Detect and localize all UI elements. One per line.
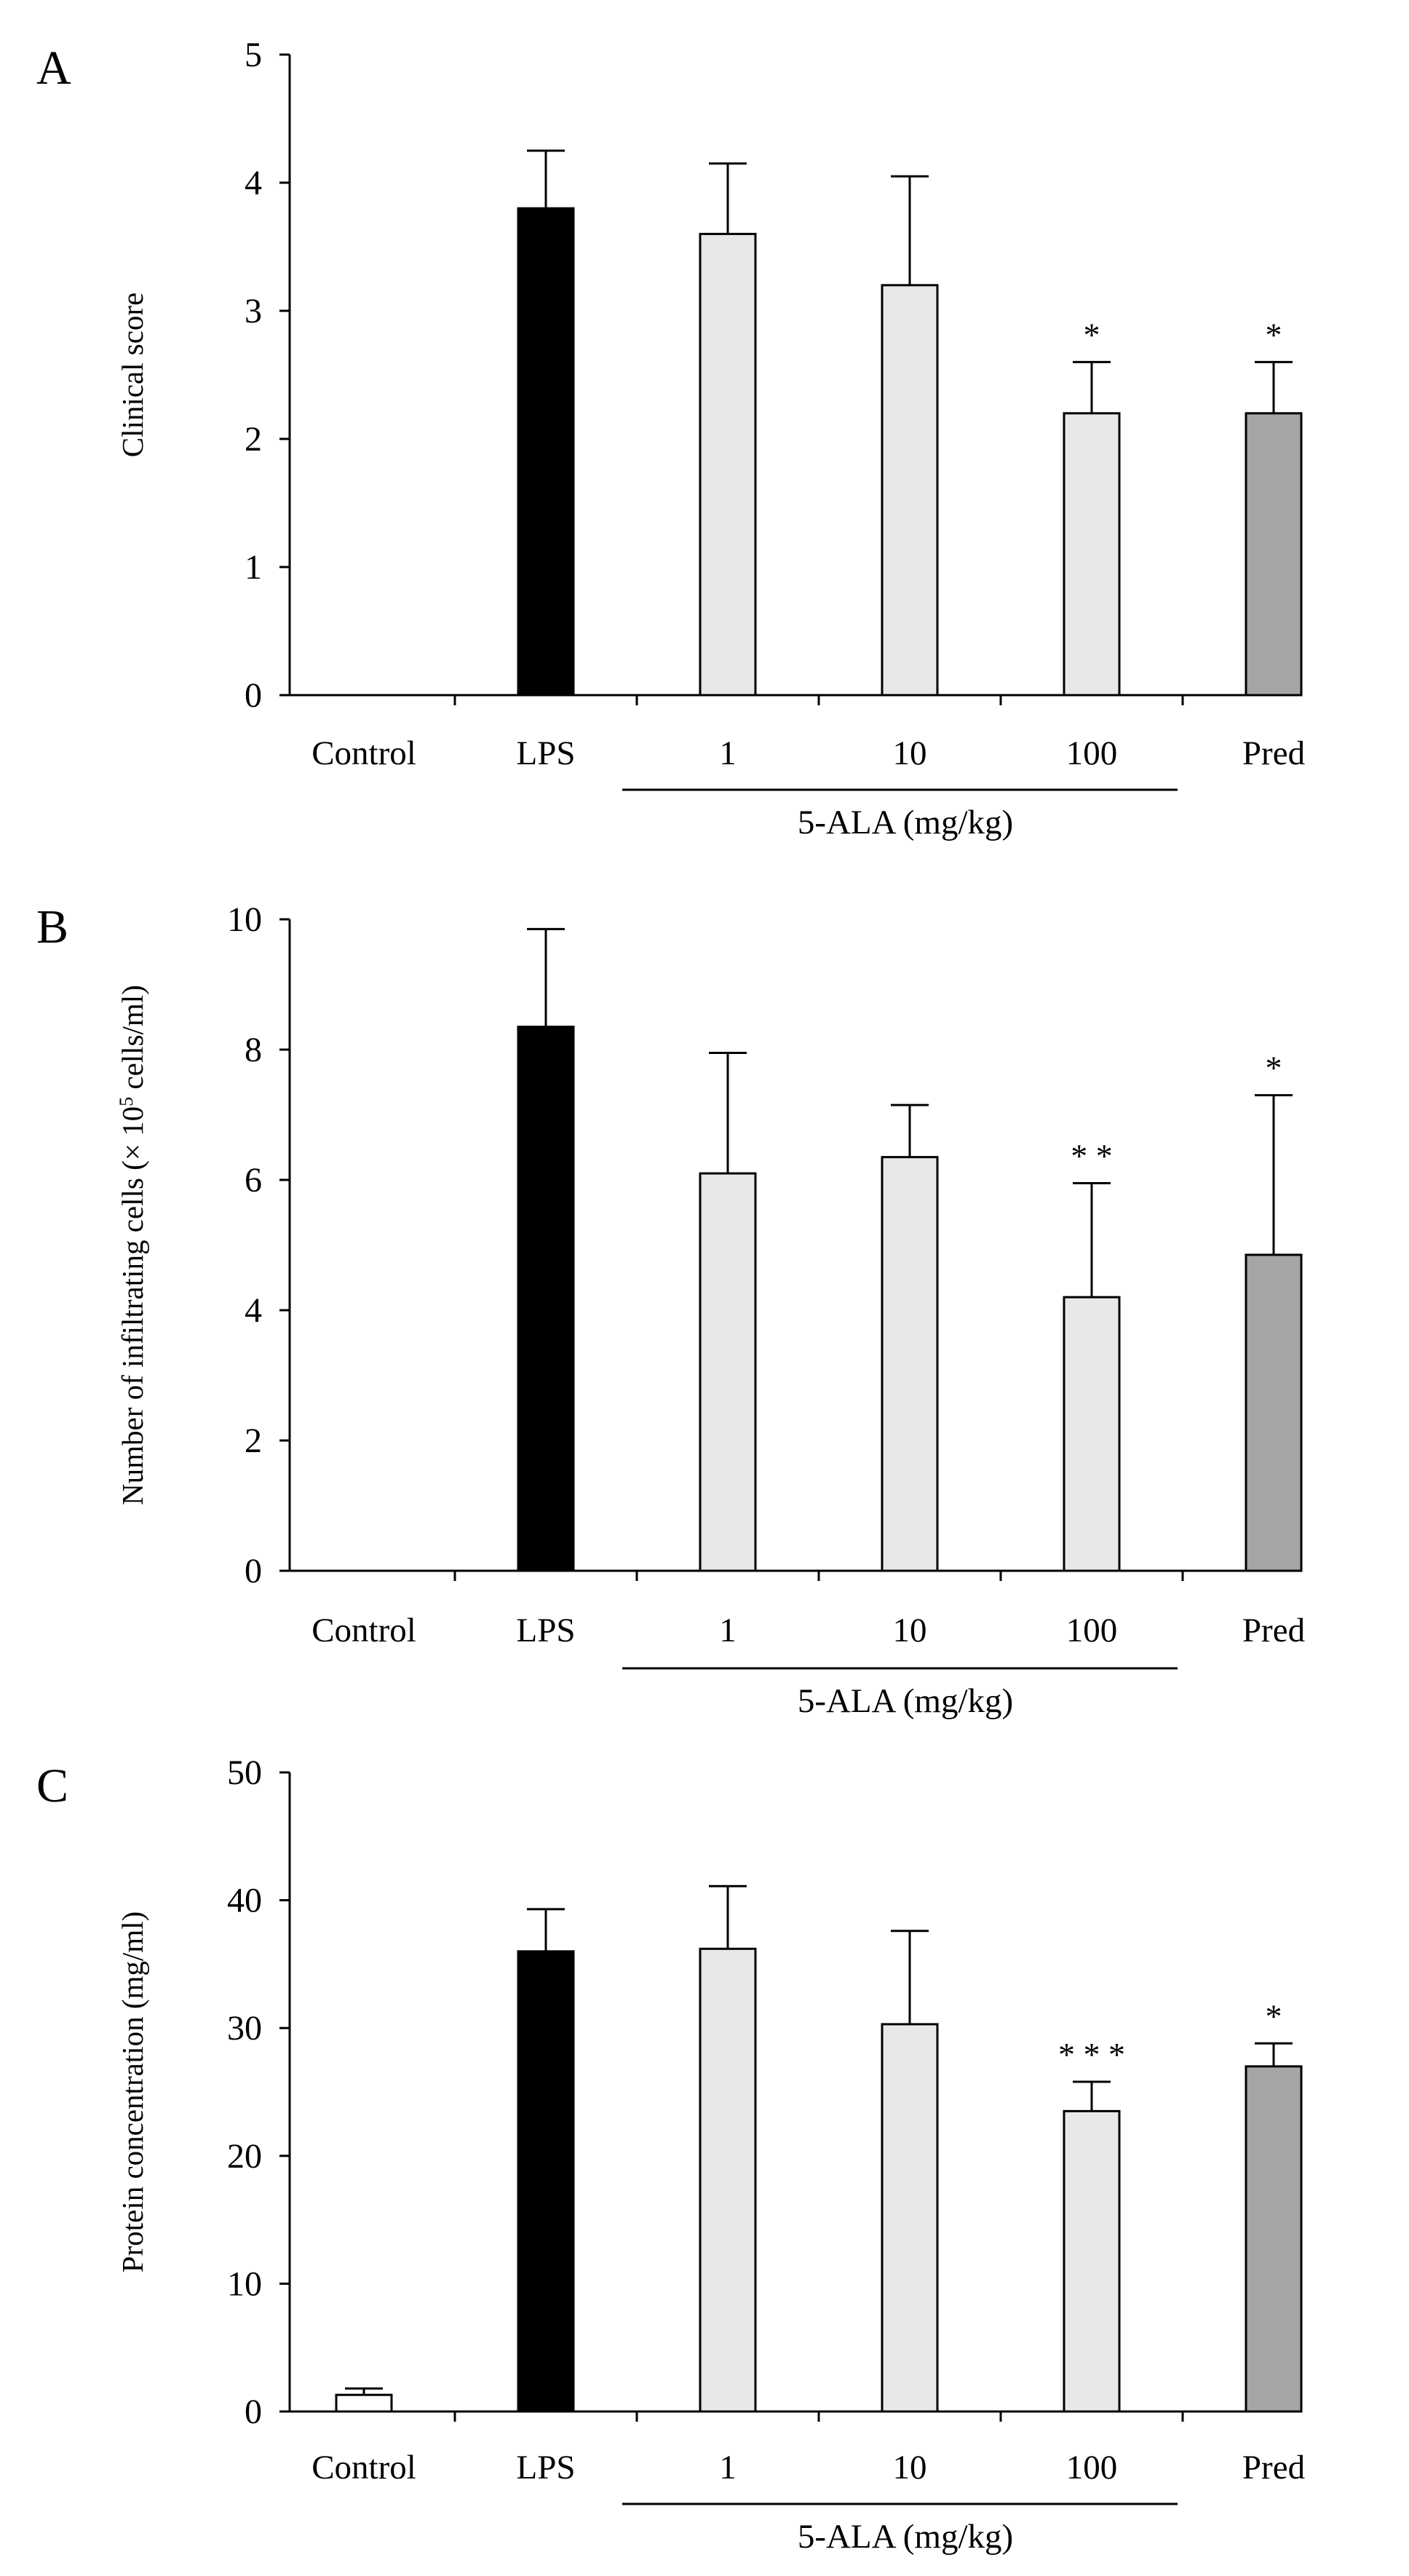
category-label: 10 (893, 1612, 927, 1649)
y-tick-label: 3 (245, 292, 262, 330)
category-label: 10 (893, 2449, 927, 2486)
y-tick-label: 40 (227, 1882, 262, 1920)
bar-LPS (517, 1026, 575, 1572)
bar-LPS (517, 207, 575, 697)
bar-10 (881, 1156, 939, 1572)
panel-letter: C (36, 1759, 68, 1812)
category-label: 100 (1066, 2449, 1118, 2486)
bar-LPS (517, 1950, 575, 2413)
category-label: LPS (517, 1612, 576, 1649)
y-axis-title-part: Number of infiltrating cells (× 10 (116, 1106, 149, 1505)
panel-a-chart: A 0 1 2 3 4 5 Clinical score Control LPS 1 10 * 100 * P… (36, 36, 1305, 841)
y-tick-label: 0 (245, 676, 262, 715)
y-axis-title-part: cells/ml) (116, 985, 149, 1097)
category-label: Pred (1242, 734, 1305, 772)
group-label: 5-ALA (mg/kg) (798, 2518, 1013, 2556)
group-label: 5-ALA (mg/kg) (798, 804, 1013, 841)
category-label: 1 (719, 2449, 737, 2486)
bar-1 (699, 1947, 757, 2413)
category-label: 10 (893, 734, 927, 772)
y-axis-title: Number of infiltrating cells (× 105 cell… (116, 985, 150, 1505)
category-label: Control (311, 2449, 416, 2486)
category-label: 1 (719, 1612, 737, 1649)
significance-marker: * (1266, 1050, 1282, 1087)
bar-1 (699, 1172, 757, 1572)
bar-10 (881, 2023, 939, 2413)
panel-b-chart: B 0 2 4 6 8 10 Number of infiltrating cells (× … (36, 900, 1305, 1720)
bar-Pred (1245, 1253, 1303, 1572)
y-axis-title: Protein concentration (mg/ml) (116, 1911, 149, 2272)
y-tick-label: 1 (245, 548, 262, 587)
panel-letter: B (36, 900, 68, 954)
bar-1 (699, 232, 757, 697)
y-tick-label: 4 (245, 164, 262, 202)
y-tick-label: 20 (227, 2137, 262, 2176)
y-tick-label: 50 (227, 1753, 262, 1792)
bar-100 (1063, 412, 1121, 697)
category-label: LPS (517, 2449, 576, 2486)
y-tick-label: 6 (245, 1161, 262, 1200)
significance-marker: * (1266, 316, 1282, 353)
y-tick-label: 4 (245, 1291, 262, 1330)
y-tick-label: 30 (227, 2009, 262, 2048)
category-label: 100 (1066, 1612, 1118, 1649)
panel-letter: A (36, 41, 71, 95)
bar-100 (1063, 1296, 1121, 1572)
significance-marker: * * (1071, 1137, 1113, 1174)
y-tick-label: 5 (245, 36, 262, 74)
bar-10 (881, 284, 939, 697)
significance-marker: * * * (1058, 2036, 1125, 2073)
category-label: 1 (719, 734, 737, 772)
significance-marker: * (1084, 316, 1100, 353)
y-axis-title-superscript: 5 (116, 1097, 137, 1106)
category-label: Control (311, 1612, 416, 1649)
y-tick-label: 8 (245, 1031, 262, 1069)
bar-Pred (1245, 412, 1303, 697)
y-tick-label: 0 (245, 2393, 262, 2431)
category-label: LPS (517, 734, 576, 772)
bar-Control (335, 2393, 393, 2413)
category-label: 100 (1066, 734, 1118, 772)
y-tick-label: 10 (227, 900, 262, 939)
y-tick-label: 0 (245, 1552, 262, 1590)
group-label: 5-ALA (mg/kg) (798, 1682, 1013, 1720)
panel-c-chart: C 0 10 20 30 40 50 Protein concentration (mg/ml… (36, 1753, 1305, 2556)
y-tick-label: 2 (245, 420, 262, 459)
bar-Pred (1245, 2065, 1303, 2413)
y-axis-title: Clinical score (116, 293, 149, 458)
y-tick-label: 2 (245, 1422, 262, 1460)
category-label: Pred (1242, 1612, 1305, 1649)
significance-marker: * (1266, 1997, 1282, 2034)
y-tick-label: 10 (227, 2264, 262, 2303)
bar-100 (1063, 2109, 1121, 2413)
category-label: Control (311, 734, 416, 772)
category-label: Pred (1242, 2449, 1305, 2486)
